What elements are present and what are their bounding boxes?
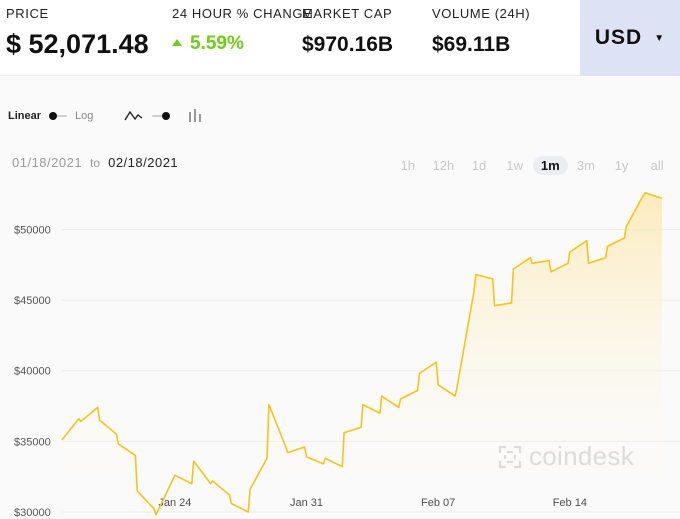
volume-label: VOLUME (24H) [432, 6, 531, 21]
change-value-row: 5.59% [172, 33, 312, 55]
range-1h[interactable]: 1h [400, 158, 416, 173]
y-axis: $30000 $35000 $40000 $45000 $50000 [14, 224, 51, 519]
date-to-label: to [90, 156, 101, 170]
switch-track [152, 115, 167, 117]
range-3m[interactable]: 3m [576, 158, 595, 173]
price-area-fill [62, 192, 662, 519]
change-label: 24 HOUR % CHANGE [172, 6, 313, 21]
caret-down-icon: ▼ [654, 32, 666, 44]
volume-stat: VOLUME (24H) $69.11B [432, 6, 530, 57]
date-to[interactable]: 02/18/2021 [108, 155, 179, 170]
market-cap-value: $970.16B [302, 33, 394, 56]
volume-value: $69.11B [432, 33, 511, 56]
change-value: 5.59% [190, 33, 244, 54]
price-line[interactable] [61, 191, 663, 516]
stats-bar: PRICE $ 52,071.48 24 HOUR % CHANGE 5.59%… [0, 0, 680, 76]
date-range: 01/18/2021 to 02/18/2021 [12, 155, 178, 170]
coindesk-logo-icon [498, 445, 522, 468]
range-1m[interactable]: 1m [532, 156, 569, 175]
y-tick-label: $40000 [14, 366, 51, 378]
range-selector: 1h 12h 1d 1w 1m 3m 1y all [390, 156, 675, 175]
switch-knob [49, 112, 58, 120]
line-chart-icon[interactable] [124, 110, 144, 122]
change-stat: 24 HOUR % CHANGE 5.59% [172, 6, 312, 55]
price-stat: PRICE $ 52,071.48 [6, 6, 149, 60]
y-tick-label: $45000 [14, 295, 51, 307]
scale-linear-option[interactable]: Linear [8, 110, 42, 122]
price-chart: $30000$35000$40000$45000$50000 Jan 24Jan… [14, 191, 680, 519]
chart-type-toggle [124, 109, 202, 123]
currency-label: USD [594, 26, 643, 49]
market-cap-label: MARKET CAP [302, 6, 393, 21]
date-from[interactable]: 01/18/2021 [12, 155, 83, 170]
currency-dropdown[interactable]: USD ▼ [580, 0, 680, 76]
range-12h[interactable]: 12h [432, 158, 455, 173]
range-1y[interactable]: 1y [614, 158, 629, 173]
scale-log-option[interactable]: Log [75, 110, 94, 122]
scale-switch[interactable] [49, 112, 68, 120]
watermark-text: coindesk [529, 441, 635, 471]
price-label: PRICE [6, 6, 49, 21]
y-tick-label: $30000 [14, 507, 51, 519]
switch-knob [162, 112, 170, 120]
chart-type-switch[interactable] [152, 112, 170, 120]
market-cap-stat: MARKET CAP $970.16B [302, 6, 393, 57]
bar-chart-icon[interactable] [188, 109, 202, 123]
arrow-up-icon [172, 39, 182, 46]
coindesk-watermark: coindesk [497, 441, 634, 472]
range-all[interactable]: all [650, 158, 664, 173]
range-1d[interactable]: 1d [471, 158, 487, 173]
price-value: $ 52,071.48 [6, 29, 149, 59]
switch-track [52, 115, 68, 117]
range-1w[interactable]: 1w [506, 158, 523, 173]
y-tick-label: $35000 [14, 436, 51, 448]
scale-toggle: Linear Log [8, 110, 93, 122]
y-tick-label: $50000 [14, 224, 51, 236]
